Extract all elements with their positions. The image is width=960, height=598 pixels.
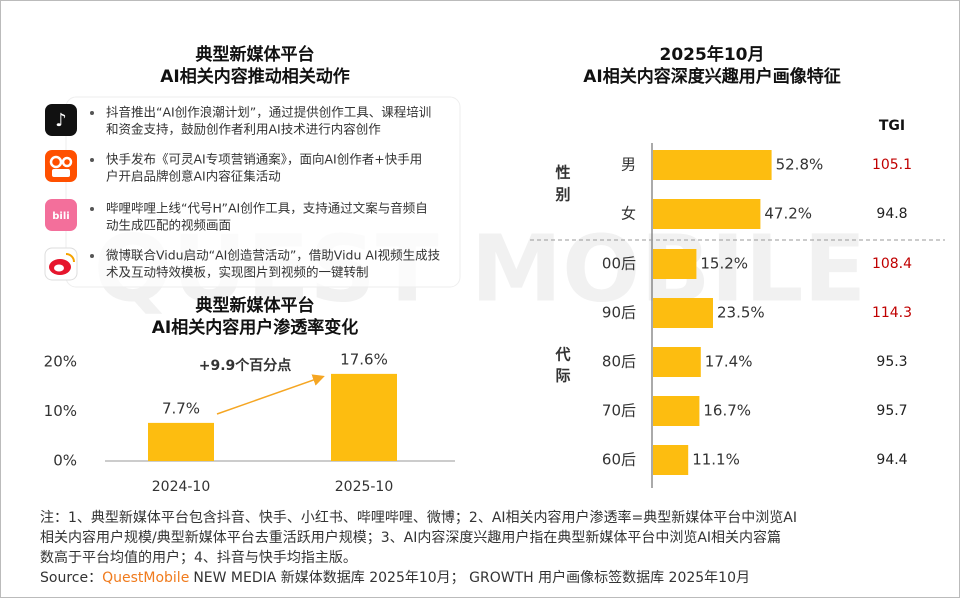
panel-item: 微博联合Vidu启动“AI创造营活动”，借助Vidu AI视频生成技	[106, 248, 441, 263]
note: 数高于平台均值的用户；4、抖音与快手均指主版。	[40, 549, 357, 566]
value-label: 23.5%	[717, 304, 765, 322]
panel-item: 术及互动特效模板，实现图片到视频的一键转制	[106, 265, 369, 280]
panel-item: 快手发布《可灵AI专项营销通案》，面向AI创作者+快手用	[106, 152, 422, 167]
y-tick-label: 20%	[44, 353, 77, 371]
value-label: 15.2%	[700, 255, 748, 273]
icon-glyph: bili	[52, 211, 69, 222]
x-tick-label: 2024-10	[152, 479, 211, 495]
value-label: 7.7%	[162, 399, 200, 417]
category-label: 60后	[602, 451, 636, 469]
icon-glyph	[52, 169, 70, 177]
bar	[148, 422, 214, 461]
chart-title: 典型新媒体平台	[196, 295, 315, 316]
value-label: 47.2%	[764, 205, 812, 223]
value-label: 16.7%	[703, 402, 751, 420]
category-label: 70后	[602, 402, 636, 420]
chart-title: AI相关内容用户渗透率变化	[152, 317, 358, 338]
category-label: 80后	[602, 353, 636, 371]
icon-glyph	[61, 156, 73, 168]
kuaishou-icon	[45, 150, 77, 182]
bar	[653, 150, 772, 180]
x-tick-label: 2025-10	[335, 479, 394, 495]
chart-title: AI相关内容深度兴趣用户画像特征	[583, 66, 840, 87]
panel-box	[65, 96, 461, 288]
bar	[653, 199, 761, 229]
panel-item: 抖音推出“AI创作浪潮计划”，通过提供创作工具、课程培训	[106, 105, 431, 120]
panel-item: 和资金支持，鼓励创作者利用AI技术进行内容创作	[106, 122, 381, 137]
group-label: 代	[554, 346, 570, 364]
value-label: 11.1%	[692, 451, 740, 469]
tgi-value: 108.4	[872, 256, 912, 272]
panel-item: 动生成匹配的视频画面	[106, 218, 231, 233]
bar	[331, 373, 397, 461]
panel-title: AI相关内容推动相关动作	[160, 66, 349, 87]
panel-item: 哔哩哔哩上线“代号H”AI创作工具，支持通过文案与音频自	[106, 201, 428, 216]
y-tick-label: 0%	[53, 452, 77, 470]
bar	[653, 249, 697, 279]
tgi-value: 95.3	[876, 354, 907, 370]
tgi-value: 105.1	[872, 157, 912, 173]
tgi-header: TGI	[879, 118, 905, 134]
value-label: 17.4%	[705, 353, 753, 371]
note: 注：1、典型新媒体平台包含抖音、快手、小红书、哔哩哔哩、微博；2、AI相关内容用…	[40, 509, 797, 526]
bar	[653, 445, 689, 475]
group-label: 别	[554, 186, 570, 204]
chart-title: 2025年10月	[660, 44, 765, 65]
source-text: NEW MEDIA 新媒体数据库 2025年10月； GROWTH 用户画像标签…	[193, 569, 750, 586]
bar	[653, 347, 701, 377]
category-label: 男	[621, 156, 636, 174]
panel-item: 户开启品牌创意AI内容征集活动	[106, 169, 281, 184]
icon-glyph	[65, 253, 75, 263]
category-label: 90后	[602, 304, 636, 322]
source-label: Source：	[40, 570, 102, 586]
note: 相关内容用户规模/典型新媒体平台去重活跃用户规模；3、AI内容深度兴趣用户指在典…	[40, 529, 781, 546]
y-tick-label: 10%	[44, 402, 77, 420]
value-label: 52.8%	[776, 156, 824, 174]
tgi-value: 94.8	[876, 206, 907, 222]
value-label: 17.6%	[340, 350, 388, 368]
bullet	[90, 158, 94, 162]
bar	[653, 298, 713, 328]
bullet	[90, 207, 94, 211]
group-label: 性	[555, 164, 570, 182]
annotation-arrow	[216, 374, 325, 415]
category-label: 00后	[602, 255, 636, 273]
icon-glyph: ♪	[55, 110, 67, 131]
panel-title: 典型新媒体平台	[196, 44, 315, 65]
bullet	[90, 254, 94, 258]
category-label: 女	[621, 205, 636, 223]
bilibili-icon	[45, 199, 77, 231]
douyin-icon	[45, 104, 77, 136]
bar	[653, 396, 700, 426]
source: Source：QuestMobile NEW MEDIA 新媒体数据库 2025年…	[40, 569, 750, 586]
bullet	[90, 111, 94, 115]
annotation: +9.9个百分点	[199, 357, 292, 374]
tgi-value: 95.7	[876, 403, 907, 419]
panel-items: 抖音推出“AI创作浪潮计划”，通过提供创作工具、课程培训和资金支持，鼓励创作者利…	[90, 105, 441, 280]
icon-glyph	[49, 155, 63, 169]
icon-glyph	[54, 264, 64, 272]
group-label: 际	[555, 367, 570, 385]
tgi-value: 94.4	[876, 452, 907, 468]
source-brand: QuestMobile	[102, 570, 189, 586]
tgi-value: 114.3	[872, 305, 912, 321]
